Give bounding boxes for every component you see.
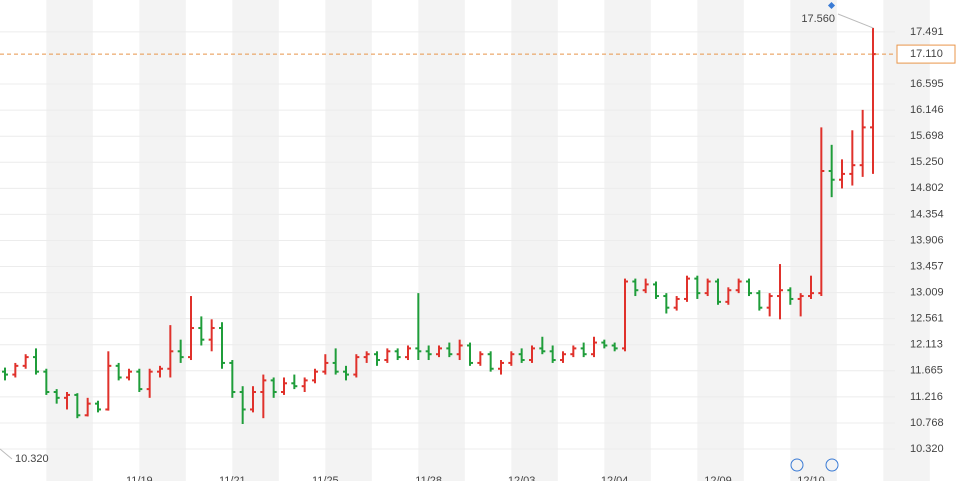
y-tick-label: 14.354 bbox=[910, 208, 944, 220]
y-tick-label: 15.698 bbox=[910, 130, 944, 142]
earnings-icon[interactable] bbox=[790, 458, 804, 472]
y-tick-label: 10.320 bbox=[910, 443, 944, 455]
current-price-label: 17.110 bbox=[910, 48, 943, 60]
y-tick-label: 16.146 bbox=[910, 104, 944, 116]
y-tick-label: 13.009 bbox=[910, 287, 944, 299]
y-tick-label: 11.216 bbox=[910, 391, 943, 403]
x-tick-label: 11/21 bbox=[219, 475, 246, 481]
y-tick-label: 15.250 bbox=[910, 156, 944, 168]
y-tick-label: 12.561 bbox=[910, 313, 944, 325]
x-tick-label: 12/10 bbox=[797, 475, 825, 481]
y-tick-label: 12.113 bbox=[910, 339, 943, 351]
x-tick-label: 12/09 bbox=[704, 475, 732, 481]
x-tick-label: 12/04 bbox=[601, 475, 629, 481]
y-tick-label: 13.457 bbox=[910, 260, 944, 272]
event-icons bbox=[790, 458, 839, 472]
y-tick-label: 17.491 bbox=[910, 26, 944, 38]
high-marker bbox=[827, 1, 836, 10]
y-tick-label: 14.802 bbox=[910, 182, 944, 194]
current-price-box bbox=[896, 44, 956, 64]
earnings-icon[interactable] bbox=[825, 458, 839, 472]
y-tick-label: 10.768 bbox=[910, 417, 944, 429]
low-leader bbox=[0, 448, 13, 460]
high-label: 17.560 bbox=[801, 13, 835, 25]
high-leader bbox=[837, 13, 874, 29]
y-tick-label: 13.906 bbox=[910, 234, 944, 246]
low-label: 10.320 bbox=[15, 453, 49, 465]
y-tick-label: 16.595 bbox=[910, 78, 944, 90]
x-tick-label: 11/19 bbox=[126, 475, 153, 481]
x-tick-label: 11/28 bbox=[415, 475, 442, 481]
x-tick-label: 11/25 bbox=[312, 475, 339, 481]
y-tick-label: 11.665 bbox=[910, 365, 943, 377]
x-tick-label: 12/03 bbox=[508, 475, 536, 481]
